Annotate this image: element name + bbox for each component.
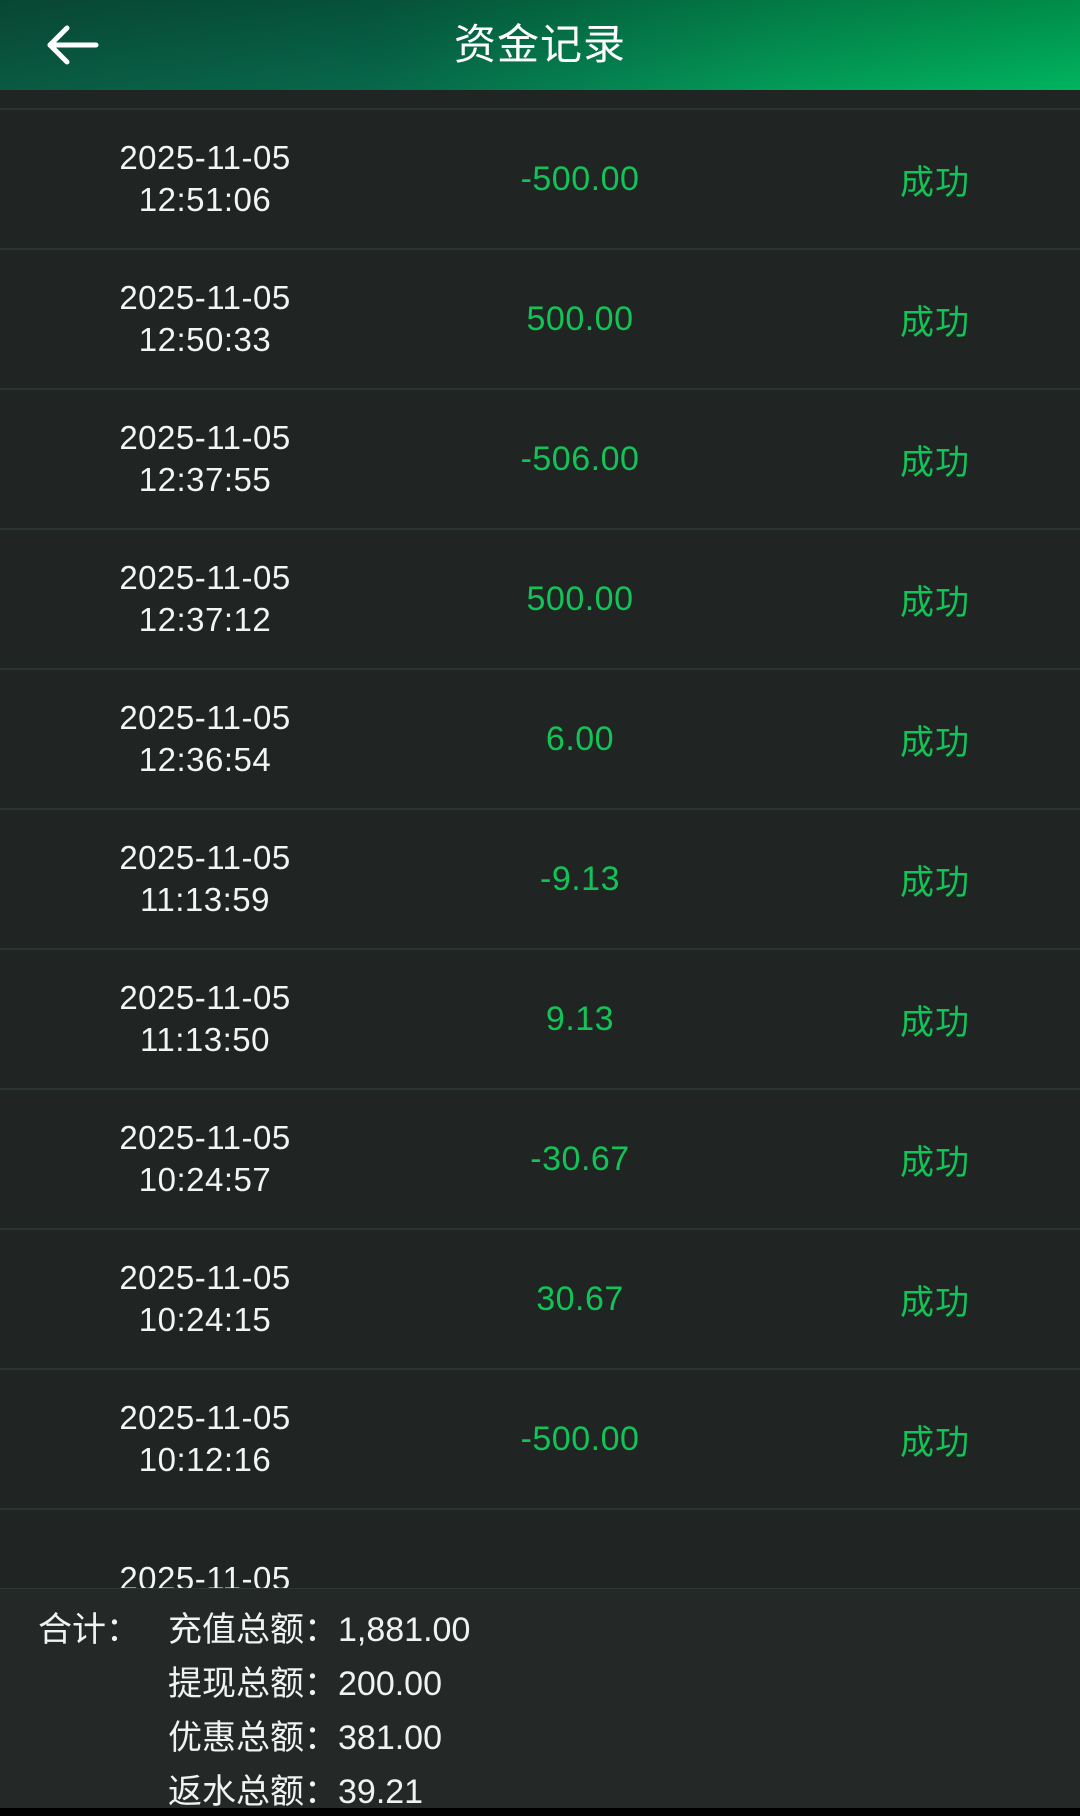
row-amount: 6.00 [545, 719, 615, 758]
summary-lines-host: 充值总额：1,881.00 提现总额：200.00 优惠总额：381.00 返水总额：… [160, 1603, 1080, 1816]
table-row[interactable]: 2025-11-05 10:12:16 -500.00 成功 [0, 1370, 1080, 1510]
status-badge: 成功 [900, 723, 970, 762]
row-date: 2025-11-05 [119, 699, 291, 736]
row-amount: -500.00 [520, 159, 640, 198]
arrow-left-icon [44, 22, 100, 68]
row-datetime: 2025-11-05 11:13:59 [0, 837, 370, 921]
summary-line-value: 381.00 [338, 1719, 442, 1757]
status-badge: 成功 [900, 1423, 970, 1462]
status-badge: 成功 [900, 303, 970, 342]
row-datetime: 2025-11-05 12:51:06 [0, 137, 370, 221]
status-badge: 成功 [900, 583, 970, 622]
bottom-system-bar [0, 1808, 1080, 1816]
records-rows-host: 2025-11-05 12:51:06 -500.00 成功 2025-11-05 12:… [0, 110, 1080, 1650]
row-time: 10:24:57 [138, 1161, 272, 1198]
table-row[interactable]: 2025-11-05 12:50:33 500.00 成功 [0, 250, 1080, 390]
table-row[interactable]: 2025-11-05 12:36:54 6.00 成功 [0, 670, 1080, 810]
app-header: 资金记录 [0, 0, 1080, 90]
summary-line-label: 优惠总额： [168, 1719, 338, 1757]
row-date: 2025-11-05 [119, 139, 291, 176]
row-time: 10:12:16 [138, 1441, 272, 1478]
row-amount: -30.67 [530, 1139, 630, 1178]
row-datetime: 2025-11-05 12:36:54 [0, 697, 370, 781]
summary-line-value: 39.21 [338, 1773, 424, 1811]
summary-total-label: 合计： [38, 1611, 140, 1649]
summary-line: 充值总额：1,881.00 [168, 1603, 1080, 1657]
row-time: 12:37:12 [138, 601, 272, 638]
page-title: 资金记录 [453, 21, 626, 68]
status-badge: 成功 [900, 163, 970, 202]
list-top-spacer [0, 90, 1080, 110]
summary-line-label: 提现总额： [168, 1665, 338, 1703]
table-row[interactable]: 2025-11-05 11:13:50 9.13 成功 [0, 950, 1080, 1090]
row-time: 11:13:50 [139, 1021, 270, 1058]
row-date: 2025-11-05 [119, 1119, 291, 1156]
table-row[interactable]: 2025-11-05 10:24:57 -30.67 成功 [0, 1090, 1080, 1230]
status-badge: 成功 [900, 1283, 970, 1322]
summary-line-value: 200.00 [338, 1665, 442, 1703]
row-amount: -9.13 [540, 859, 620, 898]
summary-line: 返水总额：39.21 [168, 1765, 1080, 1816]
row-time: 12:36:54 [138, 741, 272, 778]
summary-line: 提现总额：200.00 [168, 1657, 1080, 1711]
row-amount: 500.00 [526, 299, 634, 338]
row-date: 2025-11-05 [119, 419, 291, 456]
summary-line: 优惠总额：381.00 [168, 1711, 1080, 1765]
row-date: 2025-11-05 [119, 279, 291, 316]
row-amount: 500.00 [526, 579, 634, 618]
table-row[interactable]: 2025-11-05 12:37:55 -506.00 成功 [0, 390, 1080, 530]
row-amount: -506.00 [520, 439, 640, 478]
row-datetime: 2025-11-05 12:37:12 [0, 557, 370, 641]
row-time: 12:50:33 [138, 321, 272, 358]
table-row[interactable]: 2025-11-05 12:37:12 500.00 成功 [0, 530, 1080, 670]
row-datetime: 2025-11-05 12:37:55 [0, 417, 370, 501]
row-time: 12:37:55 [138, 461, 272, 498]
row-datetime: 2025-11-05 10:24:57 [0, 1117, 370, 1201]
table-row[interactable]: 2025-11-05 11:13:59 -9.13 成功 [0, 810, 1080, 950]
back-button[interactable] [24, 0, 120, 90]
row-amount: 30.67 [536, 1279, 624, 1318]
table-row[interactable]: 2025-11-05 10:24:15 30.67 成功 [0, 1230, 1080, 1370]
status-badge: 成功 [900, 443, 970, 482]
row-date: 2025-11-05 [119, 1259, 291, 1296]
status-badge: 成功 [900, 1143, 970, 1182]
summary-line-label: 充值总额： [168, 1611, 338, 1649]
row-amount: 9.13 [545, 999, 615, 1038]
row-date: 2025-11-05 [119, 1399, 291, 1436]
row-datetime: 2025-11-05 12:50:33 [0, 277, 370, 361]
table-row[interactable]: 2025-11-05 12:51:06 -500.00 成功 [0, 110, 1080, 250]
records-list[interactable]: 2025-11-05 12:51:06 -500.00 成功 2025-11-05 12:… [0, 90, 1080, 1816]
row-time: 12:51:06 [138, 181, 272, 218]
row-time: 11:13:59 [139, 881, 270, 918]
row-datetime: 2025-11-05 11:13:50 [0, 977, 370, 1061]
row-datetime: 2025-11-05 10:12:16 [0, 1397, 370, 1481]
summary-panel: 合计： 充值总额：1,881.00 提现总额：200.00 优惠总额：381.00 返… [0, 1588, 1080, 1816]
status-badge: 成功 [900, 863, 970, 902]
status-badge: 成功 [900, 1003, 970, 1042]
row-datetime: 2025-11-05 10:24:15 [0, 1257, 370, 1341]
row-date: 2025-11-05 [119, 839, 291, 876]
row-date: 2025-11-05 [119, 559, 291, 596]
summary-line-value: 1,881.00 [338, 1611, 471, 1649]
row-time: 10:24:15 [138, 1301, 272, 1338]
row-amount: -500.00 [520, 1419, 640, 1458]
row-date: 2025-11-05 [119, 979, 291, 1016]
summary-line-label: 返水总额： [168, 1773, 338, 1811]
